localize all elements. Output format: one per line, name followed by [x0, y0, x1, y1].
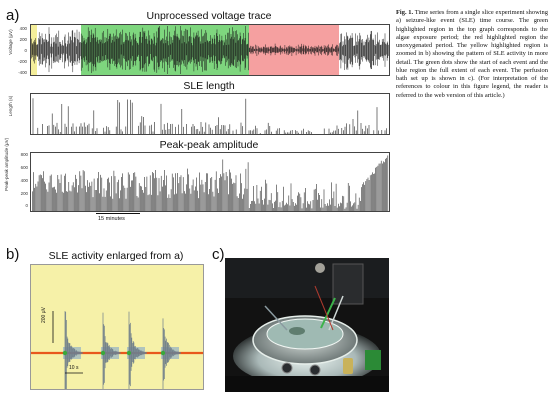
event-start-dot	[100, 350, 106, 356]
length-ylabel: Length (s)	[8, 95, 13, 117]
trace-title: Unprocessed voltage trace	[146, 10, 272, 22]
sle-enlarged-trace	[31, 311, 203, 389]
ytick-label: 600	[20, 165, 28, 170]
figure-caption: Fig. 1. Time series from a single slice …	[396, 9, 548, 100]
sle-enlarged-plot: 200 μV 10 s	[30, 264, 204, 390]
voltage-scale-label: 200 μV	[41, 307, 47, 323]
peak-amplitude-plot	[30, 152, 390, 212]
sle-enlarged-svg	[31, 311, 203, 389]
voltage-trace-lines	[31, 26, 389, 74]
caption-text: Time series from a single slice experime…	[396, 9, 548, 99]
ytick-label: 200	[19, 37, 27, 42]
perfusion-bath-photo	[225, 258, 389, 392]
yellow-highlight-region	[31, 25, 37, 75]
ytick-label: 0	[25, 203, 28, 208]
time-scalebar	[96, 213, 140, 214]
event-start-dot	[126, 350, 132, 356]
panel-label-c: c)	[212, 246, 225, 263]
sle-enlarged-title: SLE activity enlarged from a)	[48, 250, 184, 262]
ytick-label: -400	[18, 70, 27, 75]
amplitude-ylabel: Peak-peak amplitude (μV)	[4, 137, 9, 191]
ytick-label: 0	[24, 48, 27, 53]
voltage-trace-svg	[31, 25, 389, 75]
ytick-label: 400	[20, 178, 28, 183]
trace-yticks: 400 200 0 -200 -400	[12, 26, 27, 76]
ytick-label: 400	[19, 26, 27, 31]
time-scale-label: 10 s	[69, 365, 79, 371]
amplitude-yticks: 800 600 400 200 0	[14, 152, 28, 212]
perfusion-bath-photo-icon	[225, 258, 389, 392]
length-title: SLE length	[183, 80, 235, 92]
ytick-label: 800	[20, 152, 28, 157]
time-scalebar-label: 15 minutes	[98, 216, 125, 222]
sle-enlarged-panel: SLE activity enlarged from a) 200 μV 10 …	[30, 250, 204, 390]
panel-label-b: b)	[6, 246, 20, 263]
sle-length-svg	[32, 98, 387, 134]
amplitude-title: Peak-peak amplitude	[159, 139, 259, 151]
caption-label: Fig. 1.	[396, 9, 414, 16]
peak-amplitude-svg	[32, 155, 389, 211]
event-start-dot	[62, 350, 68, 356]
ytick-label: 200	[20, 191, 28, 196]
panel-label-a: a)	[6, 7, 20, 24]
sle-length-plot	[30, 93, 390, 135]
ytick-label: -200	[18, 59, 27, 64]
event-start-dot	[160, 350, 166, 356]
sle-length-bars	[32, 98, 387, 134]
voltage-trace-plot	[30, 24, 390, 76]
amplitude-bars	[32, 155, 389, 211]
